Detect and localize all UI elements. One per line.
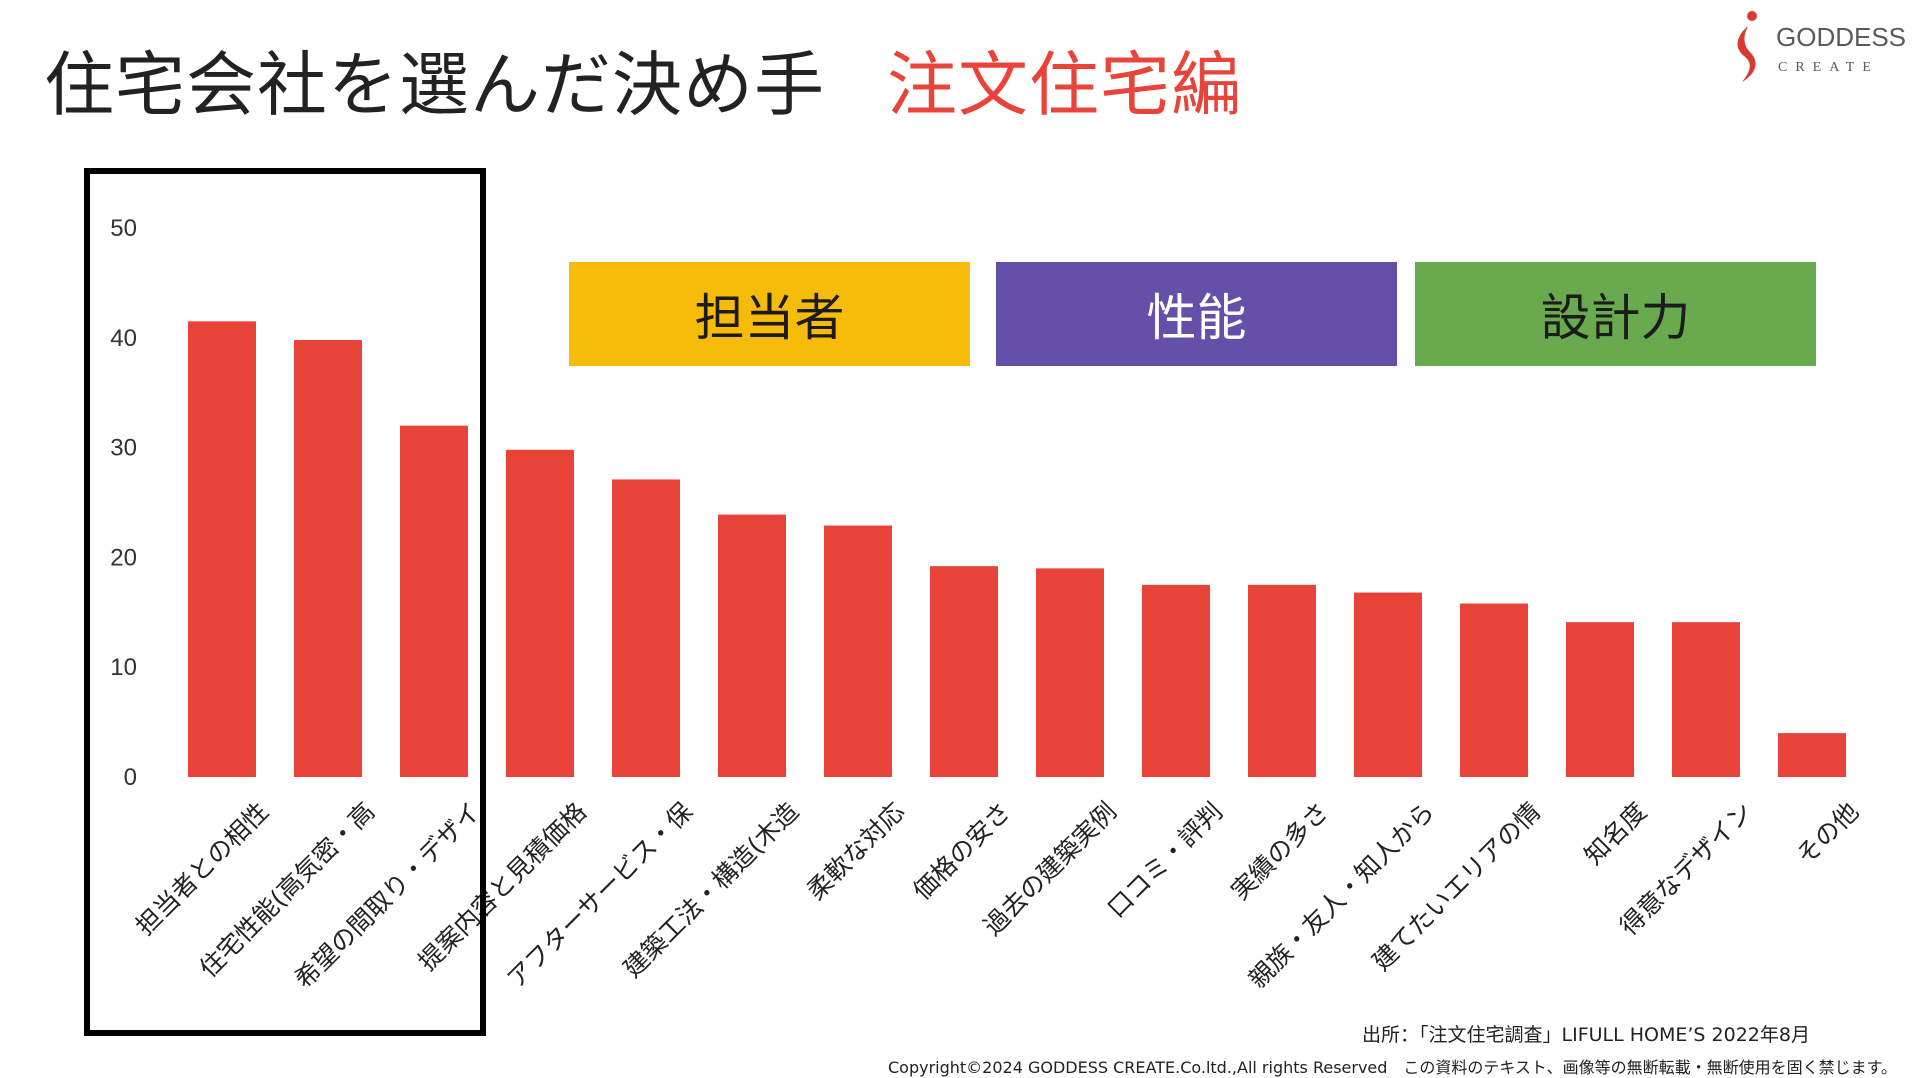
bar xyxy=(1778,733,1846,777)
logo-flame-icon xyxy=(1737,11,1757,82)
bar xyxy=(930,566,998,777)
category-box-staff: 担当者 xyxy=(569,262,970,366)
x-tick-label: 価格の安さ xyxy=(907,797,1016,906)
bar xyxy=(1566,622,1634,777)
bar xyxy=(400,425,468,777)
bar xyxy=(718,514,786,777)
x-tick-label: その他 xyxy=(1791,797,1865,871)
category-box-label: 性能 xyxy=(1146,289,1247,347)
x-tick-label: 柔軟な対応 xyxy=(801,797,910,906)
x-tick-label: 実績の多さ xyxy=(1225,797,1334,906)
bar xyxy=(1460,603,1528,777)
y-tick-label: 30 xyxy=(110,435,137,462)
bar xyxy=(1354,592,1422,777)
bar xyxy=(1248,584,1316,777)
title-subtitle: 注文住宅編 xyxy=(887,44,1242,126)
page-title: 住宅会社を選んだ決め手 注文住宅編 xyxy=(44,40,1242,130)
y-tick-label: 50 xyxy=(110,215,137,242)
bar xyxy=(612,479,680,777)
company-logo: GODDESS CREATE xyxy=(1730,6,1916,86)
logo-subname: CREATE xyxy=(1778,60,1879,75)
y-tick-label: 10 xyxy=(110,654,137,681)
bar-series xyxy=(188,321,1846,777)
x-tick-label: アフターサービス・保 xyxy=(501,797,698,994)
copyright-note: Copyright©2024 GODDESS CREATE.Co.ltd.,Al… xyxy=(888,1058,1898,1077)
y-tick-label: 20 xyxy=(110,544,137,571)
category-box-label: 担当者 xyxy=(694,289,845,347)
bar xyxy=(1036,568,1104,777)
bar xyxy=(188,321,256,777)
title-main: 住宅会社を選んだ決め手 xyxy=(44,44,825,126)
x-tick-label: 知名度 xyxy=(1579,797,1653,871)
bar xyxy=(1142,584,1210,777)
bar xyxy=(506,449,574,777)
y-tick-label: 40 xyxy=(110,325,137,352)
logo-name: GODDESS xyxy=(1776,22,1907,52)
x-tick-label: 建築工法・構造(木造 xyxy=(618,797,805,984)
bar xyxy=(1672,622,1740,777)
category-box-performance: 性能 xyxy=(996,262,1397,366)
y-axis-ticks: 0 10 20 30 40 50 xyxy=(110,215,137,791)
bar xyxy=(824,525,892,777)
y-tick-label: 0 xyxy=(124,764,137,791)
source-note: 出所：「注文住宅調査」LIFULL HOME’S 2022年8月 xyxy=(1362,1024,1810,1046)
bar xyxy=(294,339,362,777)
x-tick-label: 親族・友人・知人から xyxy=(1243,797,1440,994)
category-box-label: 設計力 xyxy=(1540,289,1691,347)
highlight-frame xyxy=(84,168,486,1036)
category-box-design: 設計力 xyxy=(1415,262,1816,366)
